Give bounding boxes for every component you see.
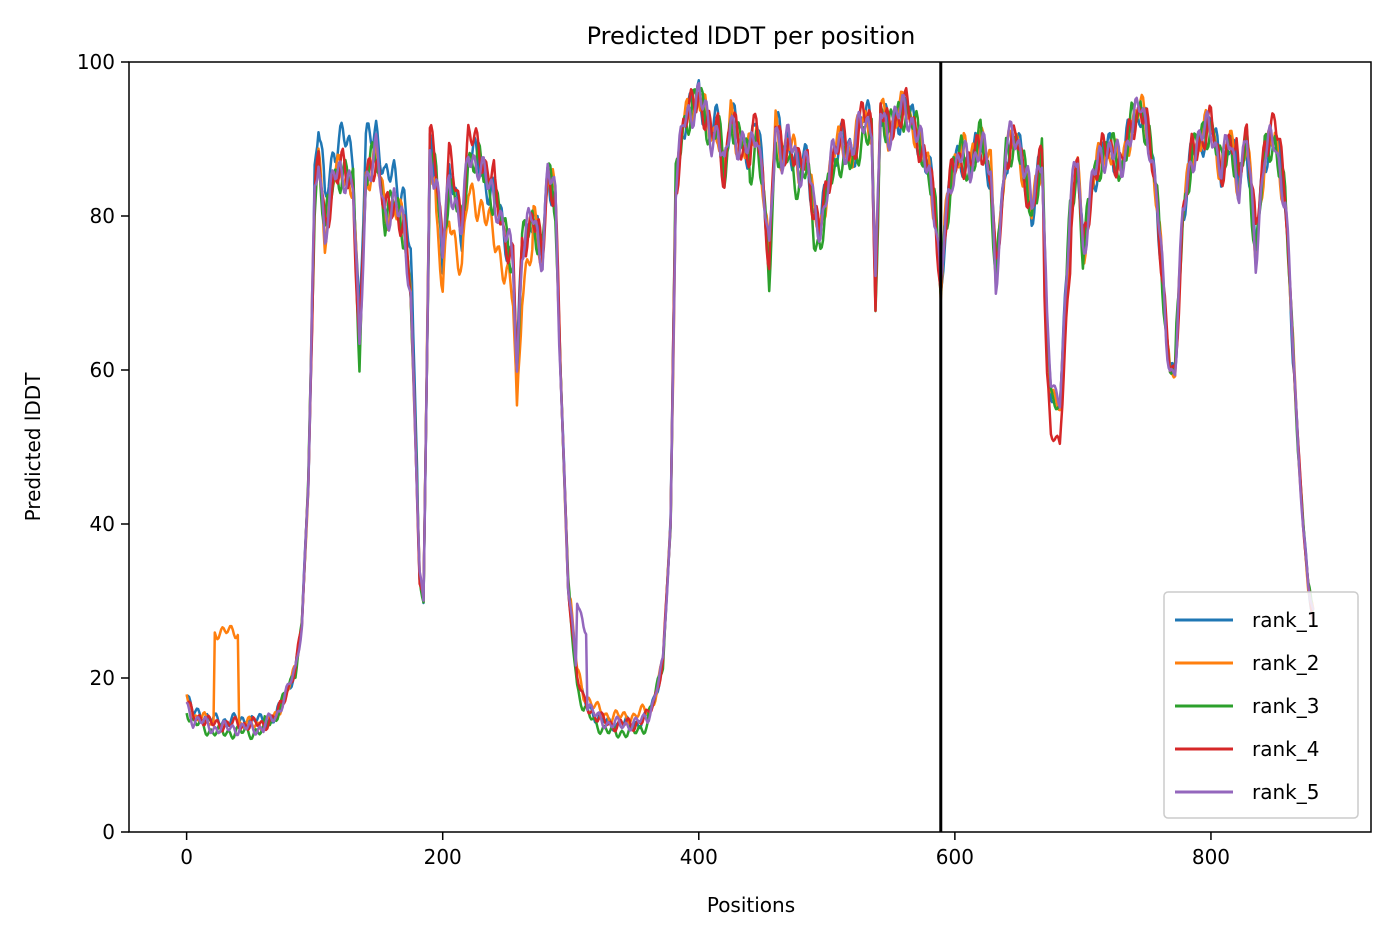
series-layer — [185, 79, 1315, 741]
plot-area-frame — [128, 61, 1372, 833]
chart-title: Predicted lDDT per position — [587, 22, 916, 50]
legend-box — [1163, 591, 1359, 819]
legend: rank_1 rank_2 rank_3 rank_4 rank_5 — [1163, 591, 1359, 819]
x-axis-ticks: 0 200 400 600 800 — [180, 832, 1230, 869]
legend-label-rank-1: rank_1 — [1252, 608, 1319, 632]
y-tick-label: 100 — [77, 50, 115, 74]
legend-label-rank-2: rank_2 — [1252, 651, 1319, 675]
x-tick-label: 800 — [1192, 845, 1230, 869]
x-tick-label: 200 — [424, 845, 462, 869]
y-axis-ticks: 0 20 40 60 80 100 — [77, 50, 129, 844]
y-tick-label: 60 — [90, 358, 115, 382]
legend-label-rank-5: rank_5 — [1252, 780, 1319, 804]
y-tick-label: 80 — [90, 204, 115, 228]
x-tick-label: 400 — [680, 845, 718, 869]
x-tick-label: 600 — [936, 845, 974, 869]
y-axis-title: Predicted lDDT — [21, 372, 45, 522]
legend-label-rank-3: rank_3 — [1252, 694, 1319, 718]
x-axis-title: Positions — [707, 893, 795, 917]
y-tick-label: 0 — [102, 820, 115, 844]
y-tick-label: 40 — [90, 512, 115, 536]
legend-entries: rank_1 rank_2 rank_3 rank_4 rank_5 — [1175, 608, 1319, 804]
series-line-rank-5 — [185, 81, 1315, 737]
legend-label-rank-4: rank_4 — [1252, 737, 1319, 761]
y-tick-label: 20 — [90, 666, 115, 690]
x-tick-label: 0 — [180, 845, 193, 869]
